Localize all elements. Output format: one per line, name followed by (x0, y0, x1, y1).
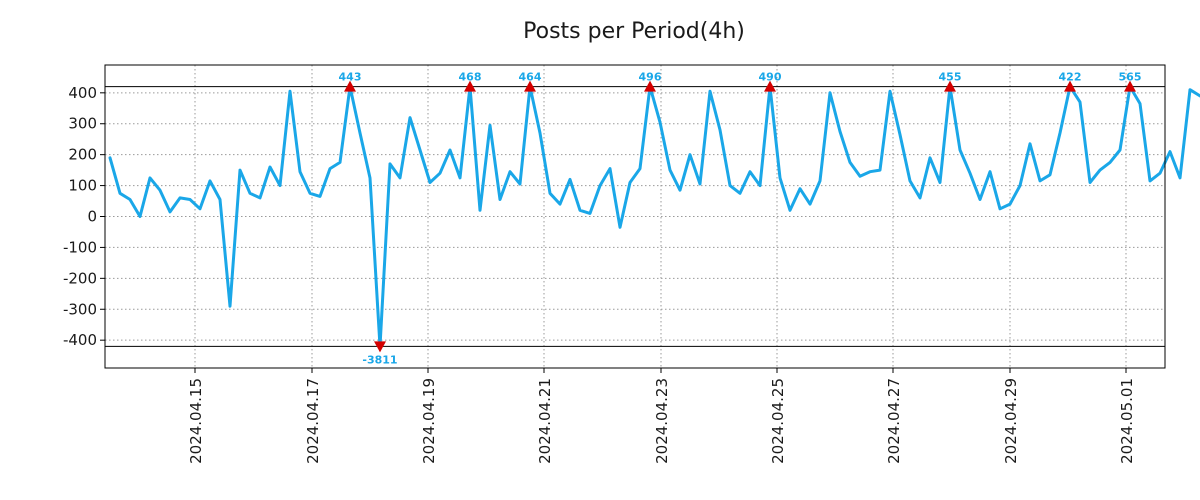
y-tick-label: 400 (68, 84, 97, 102)
y-tick-label: -300 (63, 300, 97, 318)
peak-label: 443 (339, 71, 362, 84)
x-tick-label: 2024.04.27 (885, 378, 903, 464)
y-tick-label: 100 (68, 177, 97, 195)
peak-label: 496 (639, 71, 662, 84)
x-tick-label: 2024.04.21 (536, 378, 554, 464)
peak-marker-up (464, 80, 476, 92)
series-layer (108, 85, 1200, 348)
x-tick-label: 2024.04.15 (187, 378, 205, 464)
x-tick-label: 2024.04.25 (769, 378, 787, 464)
peak-marker-up (944, 80, 956, 92)
peak-label: 464 (519, 71, 542, 84)
x-tick-label: 2024.04.29 (1002, 378, 1020, 464)
grid (105, 65, 1165, 368)
peak-marker-up (1064, 80, 1076, 92)
y-tick-label: -100 (63, 238, 97, 256)
peak-marker-down (374, 341, 386, 353)
x-tick-label: 2024.04.23 (653, 378, 671, 464)
y-axis: 400 300 200 100 0 -100 -200 -300 -400 (63, 84, 105, 349)
peak-marker-up (344, 80, 356, 92)
series-line-posts (108, 85, 1200, 348)
x-axis: 2024.04.15 2024.04.17 2024.04.19 2024.04.21… (187, 368, 1136, 464)
x-tick-label: 2024.04.19 (420, 378, 438, 464)
x-tick-label: 2024.05.01 (1118, 378, 1136, 464)
peak-label: 455 (939, 71, 962, 84)
peak-label: 468 (459, 71, 482, 84)
peak-label: -3811 (362, 353, 397, 366)
chart-title: Posts per Period(4h) (523, 19, 745, 44)
limit-lines (105, 86, 1165, 347)
y-tick-label: 300 (68, 115, 97, 133)
peak-label: 490 (759, 71, 782, 84)
y-tick-label: 0 (87, 208, 97, 226)
peak-marker-up (764, 80, 776, 92)
peak-marker-up (524, 80, 536, 92)
y-tick-label: -400 (63, 331, 97, 349)
peak-markers: 443 -3811 468 464 496 490 455 422 565 (339, 71, 1142, 367)
peak-marker-up (1124, 80, 1136, 92)
peak-label: 422 (1059, 71, 1082, 84)
y-tick-label: 200 (68, 146, 97, 164)
y-tick-label: -200 (63, 269, 97, 287)
peak-label: 565 (1119, 71, 1142, 84)
peak-marker-up (644, 80, 656, 92)
x-tick-label: 2024.04.17 (304, 378, 322, 464)
